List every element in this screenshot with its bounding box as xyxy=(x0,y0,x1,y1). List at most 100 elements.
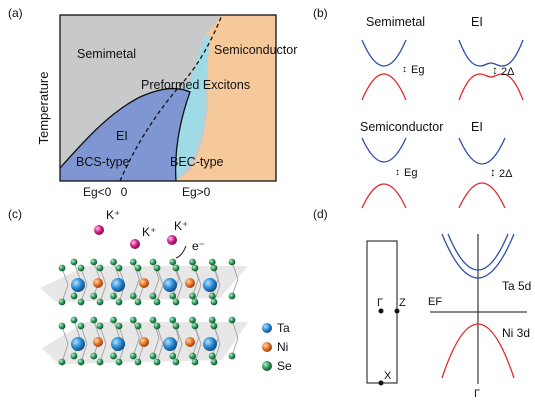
se-atom xyxy=(70,292,78,300)
ta-legend-label: Ta xyxy=(277,321,290,335)
panel-d: (d) Γ Z X EF Ta 5d Ni 3d Γ xyxy=(313,207,531,400)
gap-arrow-4: ↕ xyxy=(490,165,496,179)
ni-3d-label: Ni 3d xyxy=(502,326,530,340)
se-atom xyxy=(210,298,218,306)
ta-atom xyxy=(111,337,125,351)
se-atom xyxy=(169,292,177,300)
ei-boundary xyxy=(59,87,191,182)
y-axis-label: Temperature xyxy=(36,72,51,145)
bcs-type-label: BCS-type xyxy=(76,155,130,169)
se-atom xyxy=(70,258,78,266)
panel-c-label: (c) xyxy=(8,207,22,221)
ei-top-title: EI xyxy=(471,15,483,29)
ta-atom xyxy=(203,337,217,351)
gamma-point xyxy=(378,308,384,314)
panel-b-label: (b) xyxy=(313,6,328,20)
preformed-excitons-label: Preformed Excitons xyxy=(141,78,250,92)
se-atom xyxy=(96,298,104,306)
ta-atom xyxy=(163,337,177,351)
se-atom xyxy=(134,358,142,366)
semiconductor-valence-band xyxy=(361,183,407,209)
panel-a: (a) Temperature Semimetal Semiconductor … xyxy=(8,6,297,199)
panel-b: (b) Semimetal EI Semiconductor EI ↕ Eg ↕… xyxy=(313,6,524,209)
gap-arrow-3: ↕ xyxy=(395,167,400,178)
se-atom xyxy=(149,352,157,360)
delta-label-2: 2Δ xyxy=(499,168,513,180)
ta-5d-label: Ta 5d xyxy=(502,279,531,293)
se-atom xyxy=(110,292,117,300)
se-atom xyxy=(90,258,98,266)
x-point-label: X xyxy=(384,370,392,382)
panel-d-label: (d) xyxy=(313,207,328,221)
k-ion-1 xyxy=(94,225,104,235)
ta-atom xyxy=(71,278,85,292)
se-atom xyxy=(129,292,137,300)
tick-eg-positive: Eg>0 xyxy=(182,185,211,199)
se-atom xyxy=(129,316,137,324)
phase-diagram-frame xyxy=(59,14,277,182)
se-atom xyxy=(134,264,142,272)
ei-region xyxy=(60,88,190,181)
se-atom xyxy=(129,352,137,360)
se-atom xyxy=(169,316,177,324)
k-ion-3 xyxy=(167,235,177,245)
ni-atom xyxy=(139,337,149,347)
ni-atom xyxy=(185,337,195,347)
tick-zero: 0 xyxy=(121,185,128,199)
se-atom xyxy=(172,358,180,366)
se-atom xyxy=(189,352,196,360)
se-atom xyxy=(172,264,180,272)
ta-5d-band-1 xyxy=(441,233,515,279)
se-atom xyxy=(70,316,78,324)
se-atom xyxy=(191,358,199,366)
k-ion-label-1: K⁺ xyxy=(106,208,120,222)
ta-legend-marker xyxy=(262,323,272,333)
z-point-label: Z xyxy=(399,297,406,309)
ta-atom xyxy=(163,278,177,292)
se-legend-label: Se xyxy=(277,359,292,373)
tick-eg-negative: Eg<0 xyxy=(83,185,112,199)
se-atom xyxy=(110,352,117,360)
gamma-axis-label: Γ xyxy=(474,388,480,400)
se-atom xyxy=(153,322,161,330)
se-atom xyxy=(228,292,236,300)
se-atom xyxy=(172,322,180,330)
se-atom xyxy=(149,292,157,300)
se-atom xyxy=(189,258,196,266)
se-atom xyxy=(169,352,177,360)
se-atom xyxy=(149,316,157,324)
se-atom xyxy=(208,292,216,300)
se-atom xyxy=(169,258,177,266)
gamma-point-label: Γ xyxy=(377,297,383,309)
se-atom xyxy=(153,358,161,366)
gap-arrow-1: ↕ xyxy=(402,64,407,75)
se-legend-marker xyxy=(262,361,272,371)
panel-c: (c) K⁺ K⁺ K⁺ e⁻ Ta Ni Se xyxy=(8,207,292,373)
ni-atom xyxy=(139,278,149,288)
se-atom xyxy=(208,258,216,266)
se-atom xyxy=(228,352,236,360)
se-atom xyxy=(58,358,66,366)
se-atom xyxy=(191,298,199,306)
se-atom xyxy=(115,358,123,366)
ei-top-valence-band xyxy=(458,73,524,101)
se-atom xyxy=(90,352,98,360)
se-atom xyxy=(189,292,196,300)
se-atom xyxy=(134,322,142,330)
se-atom xyxy=(77,298,85,306)
ni-atom xyxy=(93,278,103,288)
semimetal-conduction-band xyxy=(361,39,407,67)
se-atom xyxy=(70,352,78,360)
se-atom xyxy=(208,316,216,324)
se-atom xyxy=(90,316,98,324)
se-atom xyxy=(191,264,199,272)
upper-layer xyxy=(40,258,248,306)
se-atom xyxy=(58,264,66,272)
se-atom xyxy=(96,358,104,366)
electron-label: e⁻ xyxy=(192,239,205,253)
se-atom xyxy=(58,322,66,330)
ei-bottom-valence-band xyxy=(458,182,506,209)
panel-a-label: (a) xyxy=(8,6,23,20)
fermi-level-label: EF xyxy=(428,296,442,308)
delta-label-1: 2Δ xyxy=(501,66,515,78)
